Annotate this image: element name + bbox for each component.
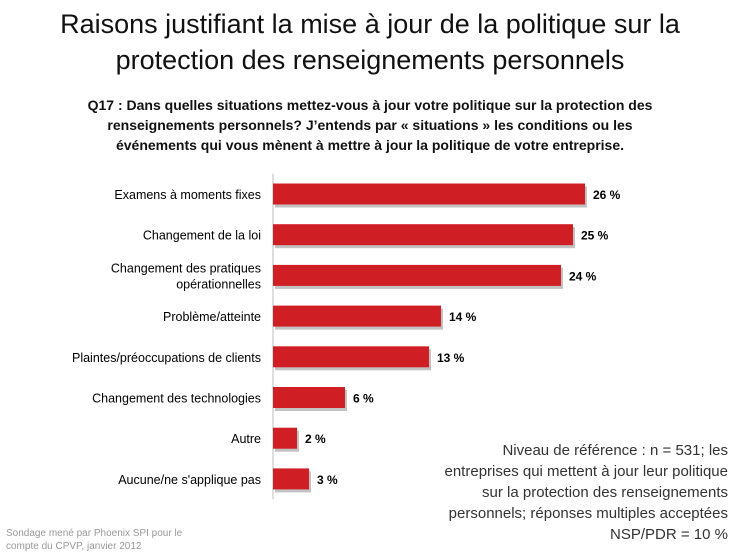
bar-value-label: 3 % <box>317 473 338 487</box>
category-label: Aucune/ne s'applique pas <box>118 473 261 487</box>
category-label-line: Changement de la loi <box>143 229 261 243</box>
category-label: Autre <box>231 432 261 446</box>
bar <box>273 387 345 408</box>
base-note-line-4: personnels; réponses multiples acceptées <box>448 505 728 522</box>
bar <box>273 468 309 490</box>
category-label-line: Problème/atteinte <box>163 310 261 324</box>
category-label: Examens à moments fixes <box>114 188 261 202</box>
bar <box>273 224 573 246</box>
source-note: Sondage mené par Phoenix SPI pour le com… <box>6 527 266 553</box>
category-label-line: Changement des pratiques <box>111 261 261 275</box>
bar <box>273 346 429 368</box>
base-note-line-2: entreprises qui mettent à jour leur poli… <box>444 463 729 480</box>
chart-title: Raisons justifiant la mise à jour de la … <box>0 6 740 78</box>
category-label-line: Autre <box>231 432 261 446</box>
bar-value-label: 25 % <box>581 229 609 243</box>
bar <box>273 264 561 286</box>
bar <box>273 183 585 205</box>
bar-value-label: 6 % <box>353 392 374 406</box>
source-note-line-2: compte du CPVP, janvier 2012 <box>6 541 142 552</box>
bar-value-label: 14 % <box>449 310 477 324</box>
base-note-line-1: Niveau de référence : n = 531; les <box>502 442 728 459</box>
base-note-line-3: sur la protection des renseignements <box>482 484 728 501</box>
category-label-line: opérationnelles <box>176 277 261 291</box>
category-label: Plaintes/préoccupations de clients <box>72 351 261 365</box>
bar <box>273 427 297 449</box>
category-label: Changement des pratiques opérationnelles <box>111 261 261 291</box>
category-label: Changement de la loi <box>143 229 261 243</box>
category-label: Problème/atteinte <box>163 310 261 324</box>
category-label-line: Changement des technologies <box>92 392 261 406</box>
category-label-line: Plaintes/préoccupations de clients <box>72 351 261 365</box>
survey-question-line-3: événements qui vous mènent à mettre à jo… <box>115 137 625 153</box>
survey-question-line-2: renseignements personnels? J’entends par… <box>107 117 633 133</box>
survey-question: Q17 : Dans quelles situations mettez-vou… <box>30 95 710 155</box>
chart-title-line-1: Raisons justifiant la mise à jour de la … <box>60 9 680 39</box>
source-note-line-1: Sondage mené par Phoenix SPI pour le <box>6 528 183 539</box>
base-note: Niveau de référence : n = 531; les entre… <box>308 440 729 545</box>
bar <box>273 305 441 327</box>
category-label-line: Examens à moments fixes <box>114 188 261 202</box>
survey-question-line-1: Q17 : Dans quelles situations mettez-vou… <box>87 97 653 113</box>
bar-value-label: 26 % <box>593 188 621 202</box>
bar-value-label: 13 % <box>437 351 465 365</box>
bar-value-label: 24 % <box>569 269 597 283</box>
base-note-line-5: NSP/PDR = 10 % <box>610 526 728 543</box>
chart-title-line-2: protection des renseignements personnels <box>115 45 625 75</box>
category-label-line: Aucune/ne s'applique pas <box>118 473 261 487</box>
category-label: Changement des technologies <box>92 392 261 406</box>
bar-value-label: 2 % <box>305 432 326 446</box>
